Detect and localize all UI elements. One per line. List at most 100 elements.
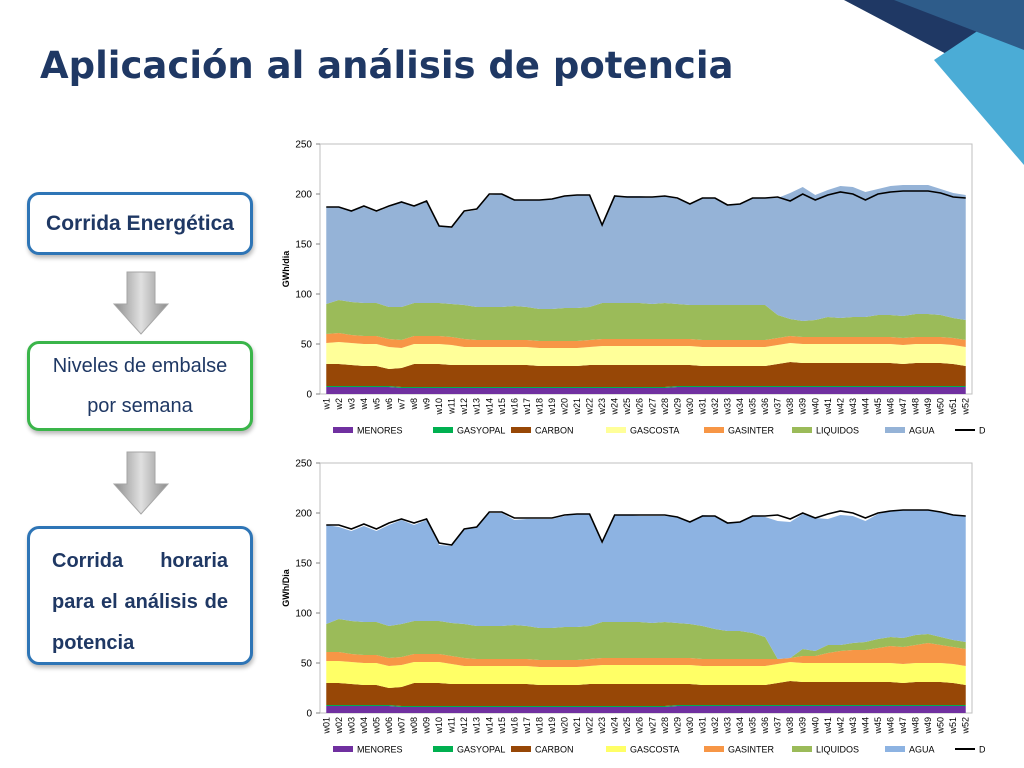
area-series-gascosta [326,342,966,369]
x-tick-label: w25 [622,398,632,416]
x-tick-label: w41 [823,398,833,416]
x-tick-label: w32 [710,398,720,416]
y-tick-label: 0 [306,390,312,401]
flow-step-hourly-run: Corrida horaria para el análisis de pote… [27,526,253,665]
x-tick-label: w8 [409,398,419,411]
area-series-liquidos [326,619,966,660]
legend-swatch-menores [333,746,353,752]
x-tick-label: w07 [397,717,407,735]
x-tick-label: w15 [497,398,507,416]
corner-mid-shape [894,0,1024,50]
x-tick-label: w21 [572,398,582,416]
x-tick-label: w1 [321,398,331,411]
x-tick-label: w43 [848,717,858,735]
legend-swatch-liquidos [792,427,812,433]
legend-label-menores: MENORES [357,426,403,436]
y-axis-title: GWh/dia [281,250,291,287]
x-tick-label: w39 [798,398,808,416]
x-tick-label: w12 [459,398,469,416]
legend-swatch-gasinter [704,746,724,752]
x-tick-label: w28 [660,717,670,735]
line-series-demanda [326,190,966,228]
legend-label-gasinter: GASINTER [728,426,775,436]
x-tick-label: w14 [484,717,494,735]
x-tick-label: w35 [748,717,758,735]
legend-label-gasinter: GASINTER [728,745,775,755]
y-tick-label: 200 [295,509,312,520]
flow-step-energy-run: Corrida Energética [27,192,253,255]
legend-label-demanda: DEMANDA [979,745,985,755]
x-tick-label: w37 [773,398,783,416]
x-tick-label: w14 [484,398,494,416]
legend-swatch-menores [333,427,353,433]
y-axis-title: GWh/Dia [281,568,291,606]
x-tick-label: w35 [748,398,758,416]
y-tick-label: 0 [306,709,312,720]
x-tick-label: w42 [835,717,845,735]
y-tick-label: 100 [295,290,312,301]
x-tick-label: w47 [898,717,908,735]
x-tick-label: w08 [409,717,419,735]
x-tick-label: w02 [334,717,344,735]
y-tick-label: 250 [295,140,312,151]
legend-swatch-gasyopal [433,746,453,752]
legend-swatch-gascosta [606,746,626,752]
x-tick-label: w11 [447,398,457,415]
legend-label-gascosta: GASCOSTA [630,745,679,755]
y-tick-label: 50 [301,340,313,351]
x-tick-label: w17 [522,398,532,416]
x-tick-label: w50 [936,398,946,416]
x-tick-label: w38 [785,398,795,416]
energy-chart-weekly: 0 50 100 150 200 250 GWh/dia w1 w2 w3 w4 w5 w6 w7 w8 w9… [281,140,985,436]
area-series-gasinter [326,333,966,348]
x-tick-label: w03 [346,717,356,735]
y-tick-label: 100 [295,609,312,620]
x-tick-label: w52 [961,717,971,735]
x-tick-label: w04 [359,717,369,735]
corner-decoration [844,0,1024,165]
x-tick-label: w18 [534,398,544,416]
x-tick-label: w40 [810,398,820,416]
legend-label-menores: MENORES [357,745,403,755]
legend-label-liquidos: LIQUIDOS [816,426,859,436]
x-tick-label: w39 [798,717,808,735]
x-tick-label: w32 [710,717,720,735]
x-tick-label: w26 [635,398,645,416]
x-tick-label: w28 [660,398,670,416]
x-tick-label: w51 [948,398,958,416]
legend-swatch-agua [885,746,905,752]
legend-swatch-agua [885,427,905,433]
y-tick-label: 200 [295,190,312,201]
flow-step-hourly-run-label: Corrida horaria para el análisis de pote… [52,550,228,654]
x-tick-label: w49 [923,717,933,735]
x-tick-label: w44 [860,398,870,416]
x-tick-label: w16 [509,398,519,416]
y-tick-label: 250 [295,459,312,470]
x-tick-label: w5 [371,398,381,411]
x-tick-label: w18 [534,717,544,735]
legend-swatch-liquidos [792,746,812,752]
flow-step-reservoir-levels: Niveles de embalse por semana [27,341,253,431]
x-tick-label: w36 [760,398,770,416]
page-title: Aplicación al análisis de potencia [40,44,734,87]
x-tick-label: w19 [547,717,557,735]
x-tick-label: w27 [647,717,657,735]
legend-swatch-carbon [511,746,531,752]
x-tick-label: w49 [923,398,933,416]
x-tick-label: w26 [635,717,645,735]
area-series-agua [326,185,966,321]
x-tick-label: w40 [810,717,820,735]
y-tick-label: 150 [295,559,312,570]
down-arrow-icon [112,451,170,515]
x-tick-label: w09 [422,717,432,735]
x-tick-label: w33 [723,717,733,735]
legend-label-gasyopal: GASYOPAL [457,745,505,755]
x-tick-label: w3 [346,398,356,411]
x-tick-label: w36 [760,717,770,735]
legend-label-agua: AGUA [909,426,935,436]
legend-swatch-gascosta [606,427,626,433]
x-tick-label: w20 [560,398,570,416]
x-tick-label: w19 [547,398,557,416]
x-tick-label: w7 [397,398,407,411]
x-tick-label: w52 [961,398,971,416]
